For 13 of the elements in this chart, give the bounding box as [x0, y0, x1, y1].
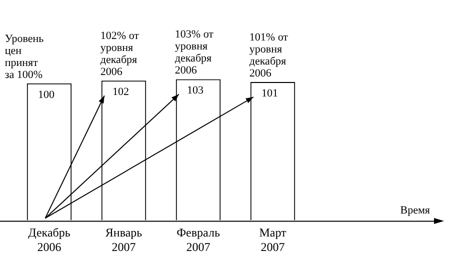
data-label: 101 — [262, 87, 278, 100]
x-tick-label: Март 2007 — [259, 226, 288, 254]
annotation: Уровень цен принят за 100% — [4, 32, 44, 81]
data-label: 102 — [112, 86, 129, 98]
x-tick-label: Декабрь 2006 — [28, 226, 71, 254]
text: 103% от уровня декабря 2006 — [174, 28, 214, 77]
data-label: 103 — [187, 84, 204, 97]
x-tick-label: Январь 2007 — [105, 226, 143, 254]
text: 102% от уровня декабря 2006 — [100, 30, 140, 78]
x-tick-label: Февраль 2007 — [176, 226, 220, 254]
annotation: 101% от уровня декабря 2006 — [249, 31, 288, 80]
text: Время — [400, 204, 430, 217]
data-label: 100 — [38, 88, 55, 101]
